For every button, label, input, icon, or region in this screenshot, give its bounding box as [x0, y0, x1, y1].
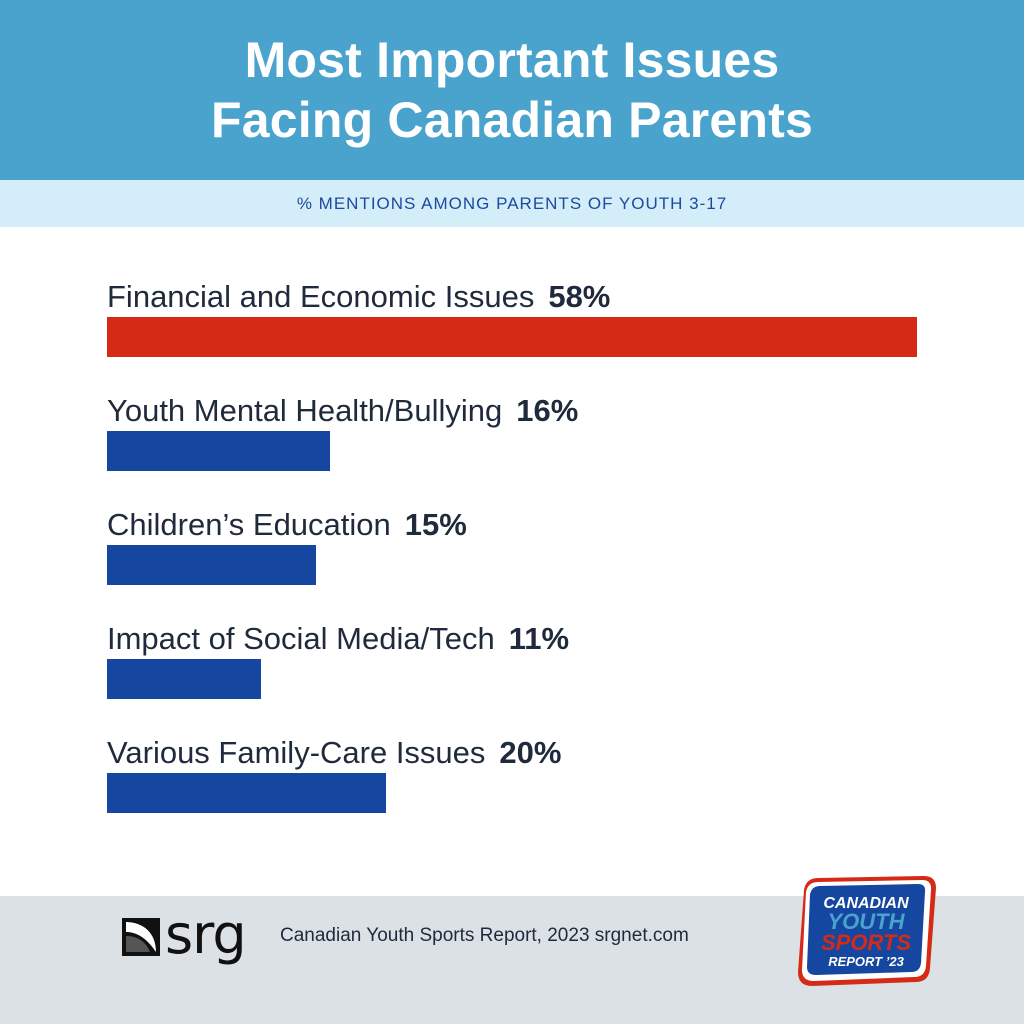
- value-label: 11%: [508, 621, 570, 656]
- badge-line-4: REPORT ’23: [828, 954, 904, 969]
- category-name: Various Family-Care Issues: [107, 735, 486, 770]
- category-name: Financial and Economic Issues: [107, 279, 535, 314]
- badge-line-2: YOUTH: [828, 909, 906, 934]
- subtitle-banner: % MENTIONS AMONG PARENTS OF YOUTH 3-17: [0, 180, 1024, 227]
- badge-line-3: SPORTS: [821, 930, 911, 955]
- bar-chart: Financial and Economic Issues 58% Youth Me…: [0, 227, 1024, 896]
- category-name: Impact of Social Media/Tech: [107, 621, 495, 656]
- chart-row: Youth Mental Health/Bullying 16%: [107, 391, 927, 486]
- chart-title-line-2: Facing Canadian Parents: [211, 92, 813, 148]
- value-label: 20%: [499, 735, 562, 770]
- chart-row: Impact of Social Media/Tech 11%: [107, 619, 927, 714]
- category-label: Youth Mental Health/Bullying 16%: [107, 391, 927, 431]
- bar: [107, 659, 261, 699]
- category-label: Impact of Social Media/Tech 11%: [107, 619, 927, 659]
- source-note: Canadian Youth Sports Report, 2023 srgne…: [280, 925, 689, 946]
- value-label: 58%: [548, 279, 611, 314]
- chart-row: Financial and Economic Issues 58%: [107, 277, 927, 372]
- srg-logo-icon: [122, 918, 160, 956]
- chart-title-line-1: Most Important Issues: [244, 32, 780, 88]
- bar: [107, 545, 316, 585]
- category-label: Various Family-Care Issues 20%: [107, 733, 927, 773]
- chart-row: Children’s Education 15%: [107, 505, 927, 600]
- value-label: 16%: [516, 393, 579, 428]
- chart-row: Various Family-Care Issues 20%: [107, 733, 927, 828]
- category-label: Children’s Education 15%: [107, 505, 927, 545]
- bar: [107, 431, 330, 471]
- chart-subtitle: % MENTIONS AMONG PARENTS OF YOUTH 3-17: [296, 193, 728, 213]
- bar: [107, 773, 386, 813]
- category-name: Youth Mental Health/Bullying: [107, 393, 503, 428]
- title-banner: Most Important Issues Facing Canadian Pa…: [0, 0, 1024, 180]
- category-label: Financial and Economic Issues 58%: [107, 277, 927, 317]
- bar: [107, 317, 917, 357]
- category-name: Children’s Education: [107, 507, 391, 542]
- badge-line-1: CANADIAN: [823, 895, 909, 912]
- srg-logo-text: srg: [165, 903, 247, 966]
- value-label: 15%: [404, 507, 467, 542]
- cysr-badge-logo: CANADIAN YOUTH SPORTS REPORT ’23: [790, 872, 940, 990]
